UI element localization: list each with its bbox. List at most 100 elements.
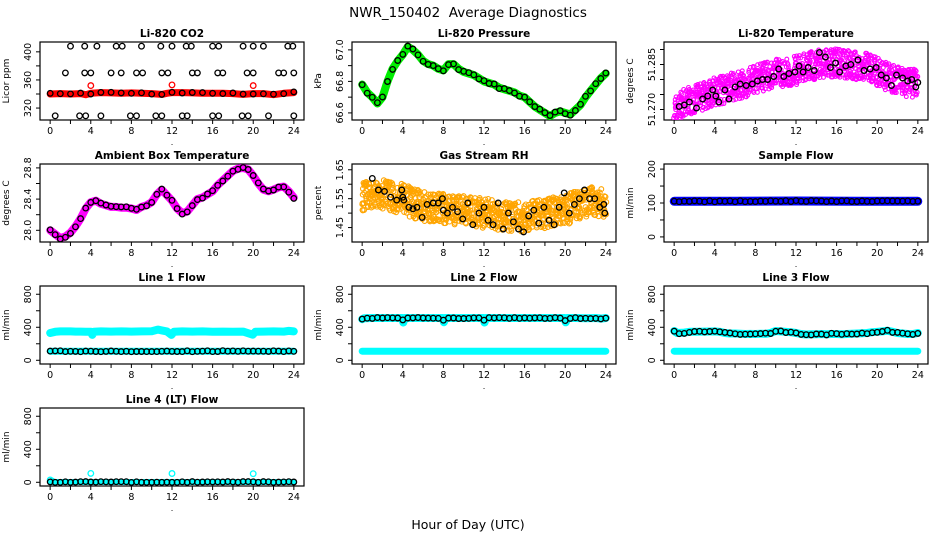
axes (660, 163, 929, 246)
svg-text:16: 16 (207, 492, 219, 503)
svg-text:400: 400 (23, 318, 34, 336)
series-hourly-averages (358, 314, 610, 325)
svg-text:24: 24 (288, 370, 300, 381)
svg-text:20: 20 (247, 370, 259, 381)
svg-text:12: 12 (478, 248, 490, 259)
svg-text:16: 16 (207, 126, 219, 137)
x-axis-dot-label: . (483, 382, 486, 391)
panel-line1-flow: 0 4 8 12 16 20 24 0 400 800 Line 1 Flow ml/min. (0, 270, 312, 392)
panel-title: Line 2 Flow (450, 272, 517, 284)
svg-text:16: 16 (519, 370, 531, 381)
x-axis-dot-label: . (171, 138, 174, 147)
plot-line4-lt-flow: 0 4 8 12 16 20 24 0 400 800 Line 4 (LT) Flow ml/min… (2, 394, 305, 513)
svg-text:51.285: 51.285 (647, 48, 658, 81)
axis-labels: 0 4 8 12 16 20 24 51.270 51.285 Li-820 Temperatur… (626, 28, 924, 147)
y-axis-label: percent (314, 185, 324, 220)
data-series (46, 164, 298, 242)
svg-text:12: 12 (166, 370, 178, 381)
svg-text:4: 4 (88, 248, 94, 259)
svg-text:24: 24 (600, 126, 612, 137)
svg-text:0: 0 (647, 234, 658, 240)
plot-line1-flow: 0 4 8 12 16 20 24 0 400 800 Line 1 Flow ml/min. (2, 272, 305, 391)
figure-x-axis-label: Hour of Day (UTC) (411, 517, 525, 532)
axis-labels: 0 4 8 12 16 20 24 0 100 200 Sample Flow ml/min. (626, 150, 924, 269)
svg-text:4: 4 (88, 370, 94, 381)
svg-text:800: 800 (335, 285, 346, 303)
svg-text:20: 20 (247, 492, 259, 503)
axes (348, 163, 617, 246)
svg-text:400: 400 (647, 318, 658, 336)
axes (660, 41, 929, 124)
series-hourly-averages (368, 174, 609, 236)
axis-labels: 0 4 8 12 16 20 24 0 400 800 Line 1 Flow ml/min. (2, 272, 300, 391)
x-axis-dot-label: . (171, 382, 174, 391)
series-cal-gas-high (67, 42, 297, 50)
svg-text:20: 20 (871, 248, 883, 259)
svg-text:16: 16 (831, 370, 843, 381)
axis-labels: 0 4 8 12 16 20 24 0 400 800 Line 2 Flow ml/min. (314, 272, 612, 391)
svg-text:24: 24 (912, 248, 924, 259)
x-axis-dot-label: . (795, 138, 798, 147)
svg-text:320: 320 (23, 99, 34, 117)
svg-text:24: 24 (912, 126, 924, 137)
svg-text:66.8: 66.8 (335, 71, 346, 92)
series-line1-flow-high (46, 325, 298, 339)
svg-text:67.0: 67.0 (335, 39, 346, 60)
data-series (46, 469, 298, 486)
panel-li820-pressure: 0 4 8 12 16 20 24 66.6 66.8 67.0 Li-820 Pressure kP… (312, 26, 624, 148)
series-hourly-averages (670, 197, 922, 206)
svg-text:28.8: 28.8 (23, 157, 34, 178)
svg-text:24: 24 (912, 370, 924, 381)
svg-text:0: 0 (671, 126, 677, 137)
plot-gas-stream-rh: 0 4 8 12 16 20 24 1.45 1.55 1.65 Gas Stream RH perc… (314, 150, 617, 269)
svg-text:0: 0 (47, 248, 53, 259)
svg-text:12: 12 (166, 492, 178, 503)
svg-text:24: 24 (288, 126, 300, 137)
svg-text:24: 24 (600, 370, 612, 381)
svg-text:0: 0 (47, 492, 53, 503)
svg-text:0: 0 (647, 357, 658, 363)
series-box-temp-average (46, 164, 298, 242)
series-hourly-averages (675, 49, 922, 112)
svg-text:4: 4 (712, 370, 718, 381)
panel-li820-temperature: 0 4 8 12 16 20 24 51.270 51.285 Li-820 Temperatur… (624, 26, 936, 148)
data-series (358, 314, 610, 355)
axis-labels: 0 4 8 12 16 20 24 320 360 400 Li-820 CO2 Licor ppm. (2, 28, 300, 147)
svg-text:20: 20 (247, 248, 259, 259)
svg-text:20: 20 (559, 248, 571, 259)
plot-ambient-box-temperature: 0 4 8 12 16 20 24 28.0 28.4 28.8 Ambient Box Tempe… (2, 150, 305, 269)
series-pressure-average (358, 42, 610, 120)
y-axis-label: ml/min (626, 309, 636, 340)
svg-text:16: 16 (831, 126, 843, 137)
series-hourly-averages (46, 478, 298, 486)
svg-text:16: 16 (831, 248, 843, 259)
svg-text:28.4: 28.4 (23, 189, 34, 210)
axis-labels: 0 4 8 12 16 20 24 66.6 66.8 67.0 Li-820 Pressure kP… (314, 28, 612, 147)
svg-text:12: 12 (166, 248, 178, 259)
panel-title: Gas Stream RH (439, 150, 528, 162)
svg-text:0: 0 (47, 126, 53, 137)
x-axis-dot-label: . (171, 260, 174, 269)
svg-text:12: 12 (790, 126, 802, 137)
plot-sample-flow: 0 4 8 12 16 20 24 0 100 200 Sample Flow ml/min. (626, 150, 929, 269)
series-high-rate-samples (671, 46, 921, 120)
svg-text:0: 0 (47, 370, 53, 381)
panel-sample-flow: 0 4 8 12 16 20 24 0 100 200 Sample Flow ml/min. (624, 148, 936, 270)
y-axis-label: Licor ppm (2, 59, 12, 104)
axes (36, 41, 305, 124)
data-series (358, 42, 610, 120)
svg-text:8: 8 (440, 370, 446, 381)
svg-text:12: 12 (478, 126, 490, 137)
axes (36, 163, 305, 246)
panel-line3-flow: 0 4 8 12 16 20 24 0 400 800 Line 3 Flow ml/min. (624, 270, 936, 392)
panel-gas-stream-rh: 0 4 8 12 16 20 24 1.45 1.55 1.65 Gas Stream RH perc… (312, 148, 624, 270)
svg-text:51.270: 51.270 (647, 93, 658, 126)
plot-li820-temperature: 0 4 8 12 16 20 24 51.270 51.285 Li-820 Temperatur… (626, 28, 929, 147)
axes (348, 285, 617, 368)
plot-line2-flow: 0 4 8 12 16 20 24 0 400 800 Line 2 Flow ml/min. (314, 272, 617, 391)
svg-text:20: 20 (559, 126, 571, 137)
svg-text:0: 0 (671, 248, 677, 259)
svg-text:800: 800 (23, 285, 34, 303)
svg-text:4: 4 (712, 126, 718, 137)
